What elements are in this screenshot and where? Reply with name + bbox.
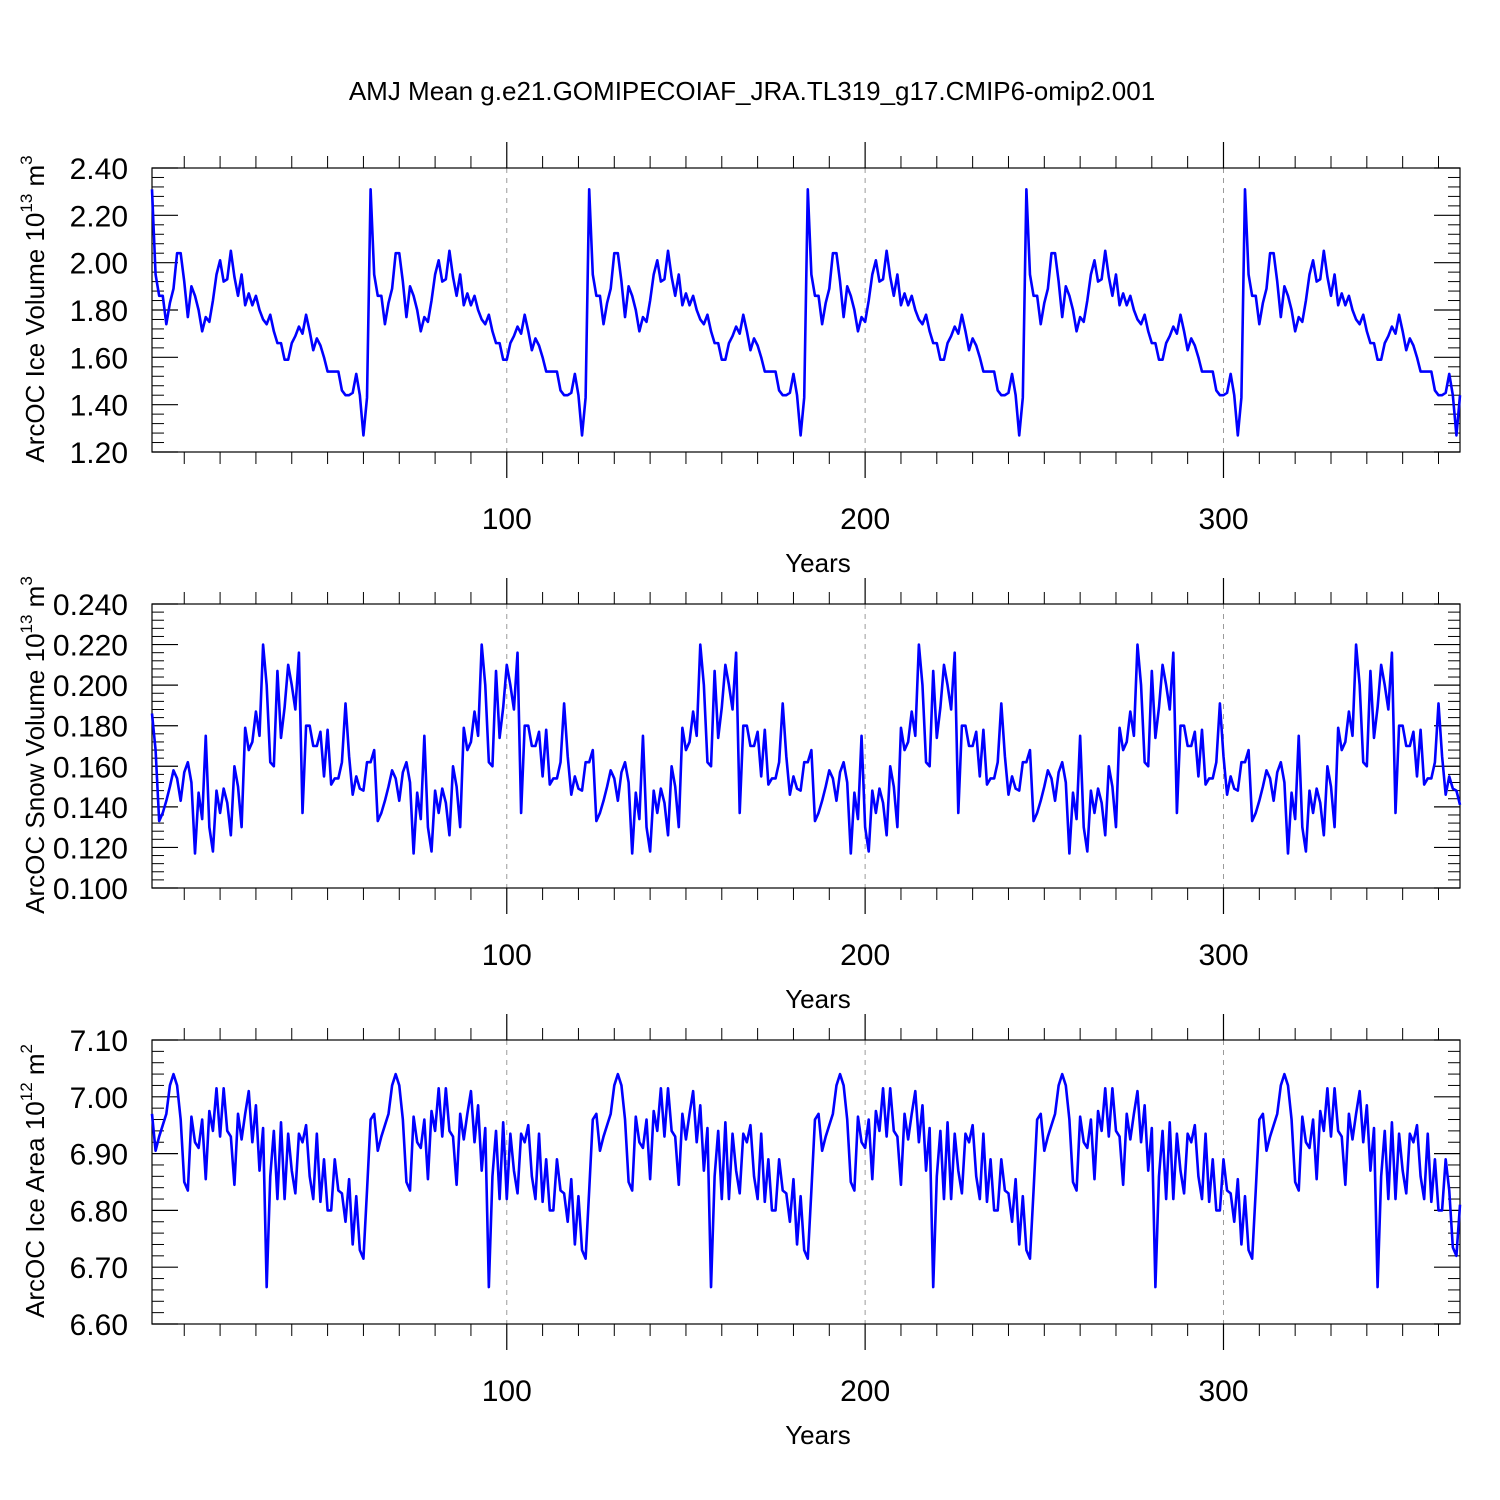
y-tick-label: 1.20 [70, 437, 128, 470]
series-line [150, 188, 1462, 437]
y-axis-label-unit-exponent: 3 [17, 576, 36, 585]
y-tick-label: 1.60 [70, 342, 128, 375]
y-axis-label-unit-exponent: 2 [17, 1044, 36, 1053]
y-tick-label: 6.90 [70, 1139, 128, 1172]
y-tick-label: 0.220 [53, 630, 128, 663]
y-axis-label-exponent: 12 [17, 1082, 36, 1101]
y-axis-label-exponent: 13 [17, 615, 36, 634]
x-axis-label: Years [785, 548, 851, 578]
y-tick-label: 2.00 [70, 248, 128, 281]
y-tick-label: 6.80 [70, 1195, 128, 1228]
x-tick-label: 200 [840, 939, 890, 972]
x-tick-label: 200 [840, 503, 890, 536]
x-tick-label: 100 [482, 503, 532, 536]
y-axis-label: ArcOC Snow Volume 1013 m3 [17, 576, 50, 914]
y-axis-label-unit: m [20, 1053, 50, 1082]
x-axis-label: Years [785, 984, 851, 1014]
y-tick-label: 2.20 [70, 200, 128, 233]
y-tick-label: 6.70 [70, 1252, 128, 1285]
plot-frame [151, 1039, 1461, 1325]
figure-title: AMJ Mean g.e21.GOMIPECOIAF_JRA.TL319_g17… [349, 76, 1155, 106]
x-tick-label: 300 [1198, 1375, 1248, 1408]
series-line [150, 1072, 1462, 1289]
panel-ice-area: Years ArcOC Ice Area 1012 m2 100 200 300 6.… [17, 1014, 1462, 1450]
x-tick-label: 300 [1198, 939, 1248, 972]
panel-ice-volume: Years ArcOC Ice Volume 1013 m3 100 200 300… [17, 142, 1462, 578]
x-tick-label: 100 [482, 939, 532, 972]
y-axis-label-exponent: 13 [17, 194, 36, 213]
x-tick-label: 300 [1198, 503, 1248, 536]
y-tick-label: 0.160 [53, 751, 128, 784]
x-tick-label: 200 [840, 1375, 890, 1408]
y-tick-label: 0.100 [53, 873, 128, 906]
y-tick-label: 0.140 [53, 792, 128, 825]
y-axis-label-unit: m [20, 165, 50, 194]
y-tick-label: 1.80 [70, 295, 128, 328]
y-tick-label: 1.40 [70, 390, 128, 423]
y-axis-label-unit-exponent: 3 [17, 155, 36, 164]
y-tick-label: 0.200 [53, 670, 128, 703]
y-axis-label-text: ArcOC Ice Volume 10 [20, 213, 50, 463]
panel-snow-volume: Years ArcOC Snow Volume 1013 m3 100 200 30… [17, 576, 1462, 1014]
y-tick-label: 0.180 [53, 711, 128, 744]
x-tick-label: 100 [482, 1375, 532, 1408]
y-tick-label: 7.10 [70, 1025, 128, 1058]
series-line [150, 643, 1462, 855]
y-axis-label-unit: m [20, 586, 50, 615]
y-tick-label: 6.60 [70, 1309, 128, 1342]
y-tick-label: 0.240 [53, 589, 128, 622]
y-axis-label: ArcOC Ice Volume 1013 m3 [17, 155, 50, 462]
y-axis-label: ArcOC Ice Area 1012 m2 [17, 1044, 50, 1318]
y-axis-label-text: ArcOC Ice Area 10 [20, 1101, 50, 1318]
y-tick-label: 2.40 [70, 153, 128, 186]
x-axis-label: Years [785, 1420, 851, 1450]
y-axis-label-text: ArcOC Snow Volume 10 [20, 633, 50, 913]
y-tick-label: 0.120 [53, 832, 128, 865]
plot-frame [151, 603, 1461, 889]
y-tick-label: 7.00 [70, 1082, 128, 1115]
